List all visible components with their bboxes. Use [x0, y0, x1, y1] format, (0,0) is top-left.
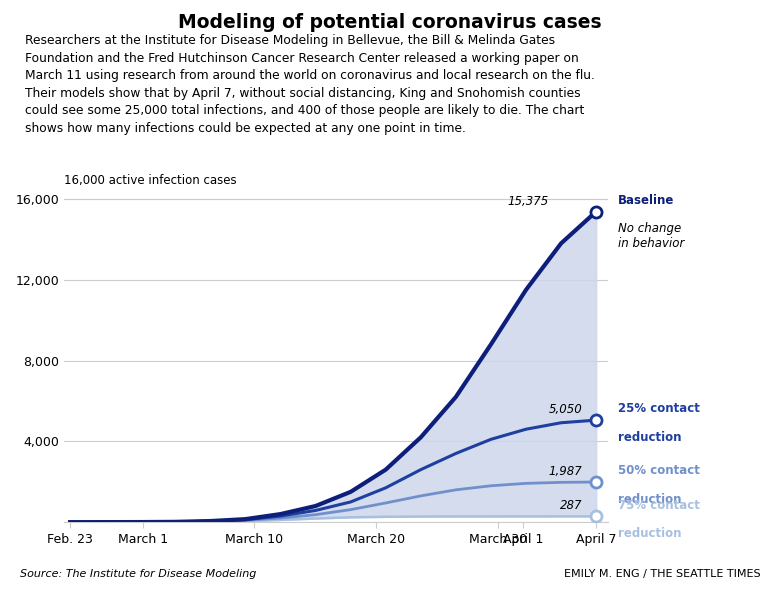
- Text: 15,375: 15,375: [508, 195, 549, 208]
- Text: 1,987: 1,987: [548, 465, 583, 478]
- Text: Researchers at the Institute for Disease Modeling in Bellevue, the Bill & Melind: Researchers at the Institute for Disease…: [25, 34, 595, 135]
- Text: 16,000 active infection cases: 16,000 active infection cases: [64, 174, 236, 187]
- Text: 75% contact: 75% contact: [618, 499, 700, 512]
- Text: EMILY M. ENG / THE SEATTLE TIMES: EMILY M. ENG / THE SEATTLE TIMES: [564, 569, 760, 579]
- Text: Baseline: Baseline: [618, 194, 674, 207]
- Text: No change: No change: [618, 222, 681, 235]
- Text: 5,050: 5,050: [548, 403, 583, 416]
- Text: 25% contact: 25% contact: [618, 402, 700, 415]
- Text: Source: The Institute for Disease Modeling: Source: The Institute for Disease Modeli…: [20, 569, 256, 579]
- Text: Modeling of potential coronavirus cases: Modeling of potential coronavirus cases: [178, 13, 602, 32]
- Text: reduction: reduction: [618, 493, 681, 506]
- Text: reduction: reduction: [618, 431, 681, 444]
- Text: 50% contact: 50% contact: [618, 464, 700, 477]
- Text: reduction: reduction: [618, 527, 681, 540]
- Text: 287: 287: [560, 499, 583, 512]
- Text: in behavior: in behavior: [618, 238, 684, 251]
